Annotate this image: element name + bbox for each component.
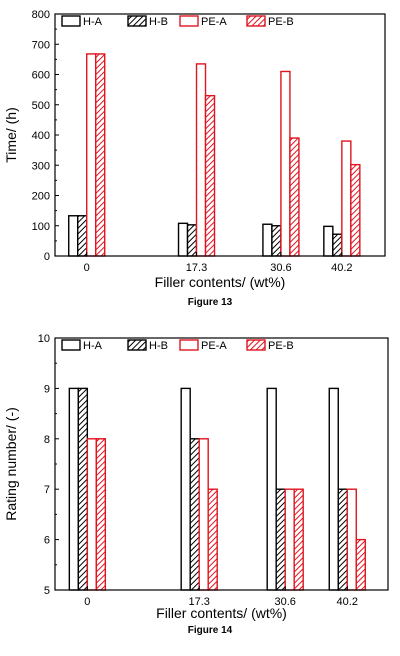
bar-pe-b-40.2: [355, 538, 366, 591]
legend-label-h-b: H-B: [149, 340, 168, 352]
bar-h-a-0: [68, 387, 80, 591]
bar-pe-b-30.6: [289, 137, 300, 257]
y-tick-label: 300: [32, 160, 50, 172]
legend-label-pe-a: PE-A: [201, 16, 227, 28]
x-axis-label: Filler contents/ (wt%): [156, 605, 287, 621]
bar-pe-a-0: [86, 53, 97, 257]
y-tick-label: 8: [44, 434, 50, 446]
bar-h-b-17.3: [186, 224, 198, 257]
y-axis-label: Time/ (h): [3, 107, 19, 162]
legend-swatch-pe-b: [246, 339, 266, 351]
x-tick-label: 17.3: [188, 596, 209, 608]
bar-h-b-40.2: [337, 488, 348, 591]
y-tick-label: 200: [32, 191, 50, 203]
x-axis-label: Filler contents/ (wt%): [155, 274, 286, 290]
legend-swatch-h-b: [127, 339, 147, 351]
bar-pe-b-30.6: [293, 488, 304, 591]
y-tick-label: 10: [38, 333, 50, 345]
legend-swatch-h-a: [61, 339, 81, 351]
figure-caption: Figure 14: [188, 625, 233, 636]
bar-h-b-17.3: [189, 438, 200, 591]
figure-caption: Figure 13: [188, 297, 233, 308]
bar-h-b-30.6: [275, 488, 286, 591]
x-tick-label: 40.2: [337, 596, 358, 608]
bar-h-a-40.2: [323, 225, 334, 257]
y-tick-label: 800: [32, 9, 50, 21]
bar-pe-b-0: [95, 438, 107, 591]
bar-pe-a-40.2: [346, 488, 357, 591]
y-tick-label: 400: [32, 130, 50, 142]
legend-swatch-pe-a: [179, 15, 199, 27]
bar-pe-b-40.2: [350, 163, 361, 257]
bar-h-a-30.6: [266, 387, 277, 591]
x-tick-label: 17.3: [186, 262, 207, 274]
x-tick-label: 0: [84, 596, 90, 608]
x-tick-label: 30.6: [270, 262, 291, 274]
bar-h-a-17.3: [177, 222, 189, 257]
y-tick-label: 600: [32, 70, 50, 82]
legend-label-pe-b: PE-B: [268, 16, 294, 28]
y-axis-label: Rating number/ (-): [3, 407, 19, 521]
legend-label-h-a: H-A: [83, 340, 103, 352]
y-tick-label: 500: [32, 100, 50, 112]
bar-h-a-0: [68, 215, 79, 257]
bar-pe-b-17.3: [207, 488, 218, 591]
legend-label-h-a: H-A: [83, 16, 103, 28]
bar-pe-a-17.3: [195, 63, 207, 257]
y-tick-label: 7: [44, 484, 50, 496]
bar-h-a-30.6: [262, 223, 273, 257]
y-tick-label: 0: [44, 251, 50, 263]
bar-pe-b-0: [95, 53, 106, 257]
legend-swatch-pe-a: [179, 339, 199, 351]
legend-swatch-h-a: [61, 15, 81, 27]
bar-pe-b-17.3: [204, 94, 216, 257]
bar-h-b-0: [77, 215, 88, 257]
bar-pe-a-0: [86, 438, 98, 591]
legend-label-h-b: H-B: [149, 16, 168, 28]
bar-pe-a-30.6: [284, 488, 295, 591]
bar-h-b-0: [77, 387, 89, 591]
bar-h-a-40.2: [328, 387, 339, 591]
y-tick-label: 9: [44, 383, 50, 395]
chart-figure-13: 0 100 200 300 400 500 600 700 800 0 17.3 30.6 40.2 Fi…: [3, 9, 386, 308]
legend-label-pe-b: PE-B: [268, 340, 294, 352]
y-tick-label: 700: [32, 39, 50, 51]
bar-pe-a-17.3: [198, 438, 209, 591]
legend-swatch-h-b: [127, 15, 147, 27]
bar-h-a-17.3: [180, 387, 191, 591]
y-tick-label: 5: [44, 585, 50, 597]
bar-h-b-40.2: [332, 233, 343, 257]
x-tick-label: 0: [84, 262, 90, 274]
x-tick-label: 40.2: [331, 262, 352, 274]
y-tick-label: 100: [32, 221, 50, 233]
chart-figure-14: 5 6 7 8 9 10 0 17.3 30.6 40.2 Filler contents/ (wt…: [3, 333, 389, 636]
y-tick-label: 6: [44, 535, 50, 547]
legend-swatch-pe-b: [246, 15, 266, 27]
bar-h-b-30.6: [271, 225, 282, 257]
legend-label-pe-a: PE-A: [201, 340, 227, 352]
bar-pe-a-40.2: [341, 140, 352, 257]
x-tick-label: 30.6: [274, 596, 295, 608]
bar-pe-a-30.6: [280, 70, 291, 257]
